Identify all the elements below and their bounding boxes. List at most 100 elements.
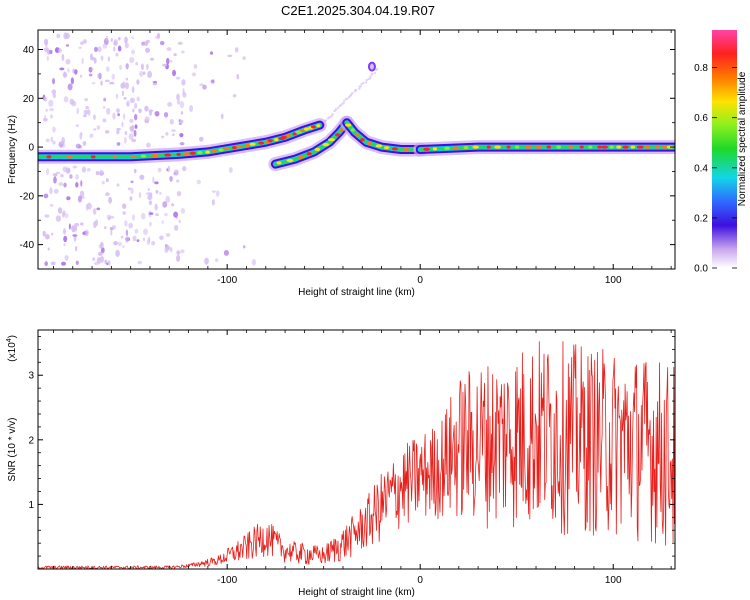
noise-speck	[55, 215, 62, 222]
noise-speck	[129, 196, 133, 201]
noise-speck	[123, 96, 127, 100]
noise-speck	[113, 241, 118, 246]
noise-speck	[58, 182, 64, 187]
ridge-hotspot	[231, 146, 238, 150]
ridge-hotspot	[197, 151, 203, 155]
noise-speck	[100, 247, 105, 254]
noise-speck	[63, 243, 66, 247]
noise-speck	[159, 235, 164, 240]
noise-speck	[138, 108, 142, 114]
noise-speck	[93, 57, 97, 64]
ridge-hotspot	[130, 155, 137, 159]
noise-speck	[182, 88, 185, 95]
x-axis-label: Height of straight line (km)	[298, 287, 415, 298]
noise-speck	[124, 36, 128, 44]
noise-speck	[152, 176, 155, 184]
noise-speck	[75, 181, 79, 188]
noise-speck	[107, 56, 110, 62]
noise-speck	[129, 56, 135, 64]
noise-speck	[102, 43, 108, 49]
noise-speck	[196, 179, 201, 185]
noise-speck	[115, 249, 120, 257]
noise-speck	[175, 179, 180, 183]
noise-speck	[220, 113, 224, 120]
noise-speck	[111, 225, 116, 230]
noise-speck	[166, 47, 172, 52]
noise-speck	[52, 173, 58, 177]
ridge-hotspot	[616, 145, 622, 149]
noise-speck	[65, 44, 70, 47]
streak-speck	[331, 113, 334, 116]
x-axis-label: Height of straight line (km)	[298, 587, 415, 598]
noise-speck	[242, 56, 246, 61]
ridge-hotspot	[345, 123, 352, 127]
noise-speck	[52, 77, 55, 85]
noise-speck	[70, 77, 74, 85]
noise-speck	[91, 67, 94, 71]
streak-speck	[365, 78, 368, 82]
y-axis-label: Frequency (Hz)	[7, 115, 18, 184]
noise-speck	[123, 113, 126, 120]
noise-speck	[43, 193, 49, 199]
y-tick-label: 40	[23, 45, 35, 56]
noise-speck	[65, 58, 71, 65]
noise-speck	[71, 225, 76, 233]
noise-speck	[72, 165, 78, 169]
streak-speck	[359, 85, 362, 88]
noise-speck	[164, 212, 168, 217]
noise-speck	[180, 207, 186, 214]
noise-speck	[228, 167, 233, 173]
noise-speck	[133, 129, 137, 137]
noise-speck	[121, 90, 124, 97]
noise-speck	[68, 223, 71, 230]
noise-speck	[100, 80, 103, 86]
noise-speck	[67, 83, 73, 91]
spectrogram-plot-area	[38, 32, 675, 267]
y-tick-label: 2	[28, 435, 34, 446]
noise-speck	[242, 245, 246, 249]
noise-speck	[138, 191, 142, 199]
colorbar-tick-label: 0.4	[694, 163, 708, 174]
noise-speck	[86, 167, 91, 172]
ridge-hotspot	[205, 150, 211, 154]
noise-speck	[85, 203, 89, 211]
noise-speck	[141, 63, 144, 71]
noise-speck	[128, 133, 134, 140]
noise-speck	[134, 228, 139, 234]
noise-speck	[115, 93, 119, 99]
ridge-hotspot	[597, 145, 602, 149]
noise-speck	[94, 46, 98, 52]
ridge-hotspot	[140, 154, 147, 158]
ridge-hotspot	[350, 128, 355, 132]
y-axis-label: SNR (10 * v/v)	[7, 418, 18, 482]
noise-speck	[47, 247, 50, 251]
noise-speck	[76, 107, 80, 115]
noise-speck	[204, 257, 209, 265]
noise-speck	[50, 114, 53, 119]
noise-speck	[52, 93, 57, 99]
noise-speck	[156, 32, 160, 40]
noise-speck	[202, 84, 207, 90]
noise-speck	[136, 96, 140, 102]
ridge-hotspot	[644, 145, 651, 149]
noise-speck	[52, 140, 56, 145]
noise-speck	[62, 142, 66, 148]
ridge-hotspot	[514, 145, 520, 149]
noise-speck	[105, 192, 110, 197]
noise-speck	[144, 105, 149, 112]
ridge-hotspot	[285, 133, 291, 138]
noise-speck	[75, 124, 80, 128]
noise-speck	[103, 97, 107, 102]
ridge-hotspot	[249, 142, 256, 146]
ridge-hotspot	[354, 133, 360, 137]
noise-speck	[165, 245, 171, 251]
noise-speck	[165, 232, 171, 237]
ridge-main-band	[38, 118, 327, 164]
y-scale-close: )	[7, 335, 18, 338]
noise-speck	[157, 167, 162, 173]
ridge-hotspot	[211, 149, 218, 153]
ridge-hotspot	[112, 155, 117, 159]
noise-speck	[53, 176, 57, 184]
noise-speck	[132, 235, 137, 242]
noise-speck	[46, 56, 50, 61]
